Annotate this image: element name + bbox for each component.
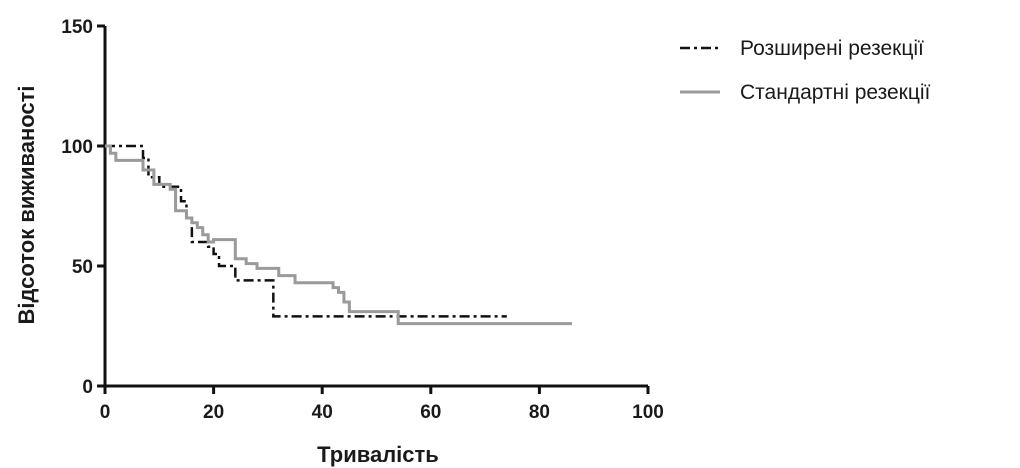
legend-label: Розширені резекції bbox=[740, 37, 924, 60]
y-tick-label: 0 bbox=[82, 377, 93, 398]
y-axis-title: Відсоток виживаності bbox=[14, 85, 39, 324]
x-axis-title: Тривалість bbox=[317, 442, 439, 467]
x-tick-label: 80 bbox=[529, 402, 550, 423]
legend-label: Стандартні резекції bbox=[740, 81, 931, 104]
x-tick-label: 20 bbox=[203, 402, 224, 423]
axes: 0 50 100 150 0 20 40 60 80 100 bbox=[61, 17, 664, 423]
series-line bbox=[105, 144, 572, 326]
y-tick-label: 150 bbox=[61, 17, 93, 38]
series-line bbox=[105, 144, 507, 318]
x-tick-label: 60 bbox=[420, 402, 441, 423]
x-tick-label: 100 bbox=[632, 402, 664, 423]
x-tick-label: 0 bbox=[100, 402, 111, 423]
y-tick-label: 50 bbox=[72, 257, 93, 278]
x-tick-label: 40 bbox=[312, 402, 333, 423]
y-tick-label: 100 bbox=[61, 137, 93, 158]
legend: Розширені резекції Стандартні резекції bbox=[680, 37, 931, 104]
series-layer bbox=[105, 144, 572, 326]
